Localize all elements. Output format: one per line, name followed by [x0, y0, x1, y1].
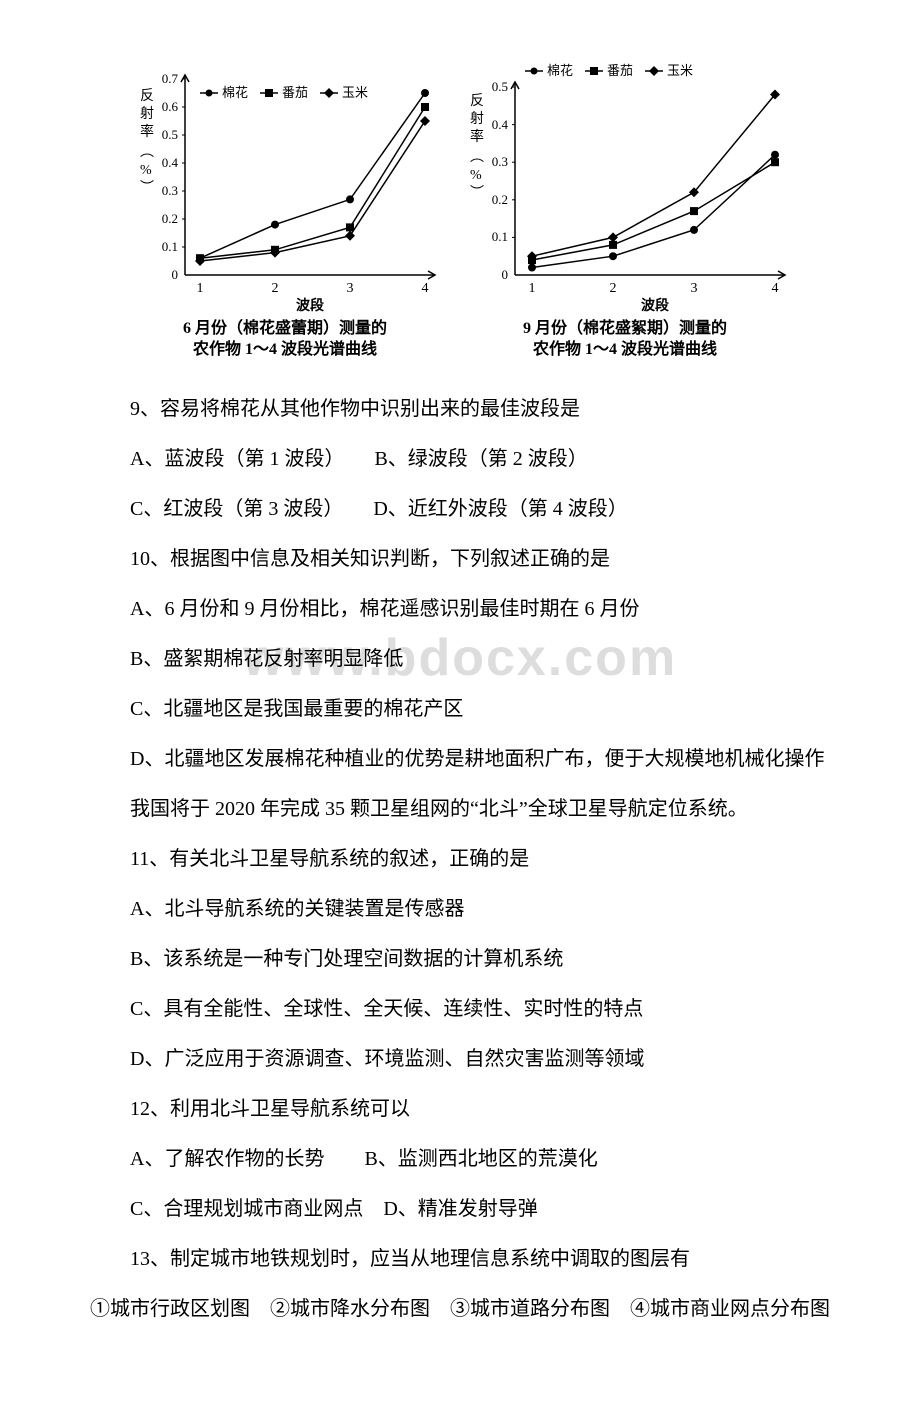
- chart-sept-svg: 棉花 番茄 玉米 0 0.1: [460, 60, 790, 315]
- chart-sept: 棉花 番茄 玉米 0 0.1: [460, 60, 790, 361]
- svg-text:棉花: 棉花: [547, 63, 573, 78]
- svg-text:4: 4: [422, 281, 429, 296]
- svg-text:0.3: 0.3: [162, 183, 178, 198]
- chart-june-cap1: 6 月份（棉花盛蕾期）测量的: [183, 320, 387, 337]
- intro-11: 我国将于 2020 年完成 35 颗卫星组网的“北斗”全球卫星导航定位系统。: [90, 791, 830, 827]
- svg-text:射: 射: [140, 106, 154, 122]
- q11-optC: C、具有全能性、全球性、全天候、连续性、实时性的特点: [90, 991, 830, 1027]
- svg-text:3: 3: [691, 281, 698, 296]
- chart-june-svg: 0 0.1 0.2 0.3 0.4 0.5 0.6 0.7: [130, 60, 440, 315]
- svg-text:2: 2: [610, 281, 617, 296]
- q9-options-cd: C、红波段（第 3 波段） D、近红外波段（第 4 波段）: [90, 491, 830, 527]
- svg-text:3: 3: [347, 281, 354, 296]
- svg-text:0.4: 0.4: [162, 155, 179, 170]
- q9-optC: C、红波段（第 3 波段）: [130, 498, 333, 520]
- q11-optB: B、该系统是一种专门处理空间数据的计算机系统: [90, 941, 830, 977]
- q12-optA: A、了解农作物的长势: [130, 1148, 324, 1170]
- svg-text:番茄: 番茄: [282, 85, 308, 100]
- svg-text:1: 1: [529, 281, 536, 296]
- q13-opts: ①城市行政区划图 ②城市降水分布图 ③城市道路分布图 ④城市商业网点分布图: [90, 1291, 830, 1327]
- svg-text:波段: 波段: [641, 297, 669, 314]
- svg-text:0.5: 0.5: [492, 79, 508, 94]
- svg-text:棉花: 棉花: [222, 85, 248, 100]
- svg-text:玉米: 玉米: [342, 85, 368, 100]
- q12-optD: D、精准发射导弹: [383, 1198, 537, 1220]
- q10-optA: A、6 月份和 9 月份相比，棉花遥感识别最佳时期在 6 月份: [90, 591, 830, 627]
- q9-optB: B、绿波段（第 2 波段）: [374, 448, 587, 470]
- svg-text:︶: ︶: [470, 185, 484, 201]
- chart-sept-cap2: 农作物 1～4 波段光谱曲线: [533, 341, 717, 358]
- svg-text:射: 射: [470, 111, 484, 127]
- svg-text:玉米: 玉米: [667, 63, 693, 78]
- svg-text:1: 1: [197, 281, 204, 296]
- q12-options-ab: A、了解农作物的长势 B、监测西北地区的荒漠化: [90, 1141, 830, 1177]
- svg-text:%: %: [470, 168, 482, 183]
- q11-optD: D、广泛应用于资源调查、环境监测、自然灾害监测等领域: [90, 1041, 830, 1077]
- svg-text:︶: ︶: [140, 180, 154, 196]
- svg-text:0: 0: [502, 267, 509, 282]
- q9-optD: D、近红外波段（第 4 波段）: [373, 498, 627, 520]
- q10-optB: B、盛絮期棉花反射率明显降低: [90, 641, 830, 677]
- q12-optC: C、合理规划城市商业网点: [130, 1198, 363, 1220]
- q10-optC: C、北疆地区是我国最重要的棉花产区: [90, 691, 830, 727]
- svg-text:0.2: 0.2: [162, 211, 178, 226]
- svg-text:︵: ︵: [470, 150, 484, 165]
- chart-june-caption: 6 月份（棉花盛蕾期）测量的 农作物 1～4 波段光谱曲线: [183, 319, 387, 361]
- q11-stem: 11、有关北斗卫星导航系统的叙述，正确的是: [90, 841, 830, 877]
- svg-text:︵: ︵: [140, 145, 154, 160]
- q12-options-cd: C、合理规划城市商业网点 D、精准发射导弹: [90, 1191, 830, 1227]
- chart-sept-caption: 9 月份（棉花盛絮期）测量的 农作物 1～4 波段光谱曲线: [523, 319, 727, 361]
- svg-text:%: %: [140, 163, 152, 178]
- q11-optA: A、北斗导航系统的关键装置是传感器: [90, 891, 830, 927]
- svg-text:2: 2: [272, 281, 279, 296]
- svg-text:波段: 波段: [296, 297, 324, 314]
- svg-text:0.5: 0.5: [162, 127, 178, 142]
- chart-sept-cap1: 9 月份（棉花盛絮期）测量的: [523, 320, 727, 337]
- q13-stem: 13、制定城市地铁规划时，应当从地理信息系统中调取的图层有: [90, 1241, 830, 1277]
- svg-text:率: 率: [140, 123, 154, 140]
- q9-options-ab: A、蓝波段（第 1 波段） B、绿波段（第 2 波段）: [90, 441, 830, 477]
- svg-text:0.6: 0.6: [162, 99, 179, 114]
- svg-text:0: 0: [172, 267, 179, 282]
- q12-optB: B、监测西北地区的荒漠化: [364, 1148, 597, 1170]
- svg-text:反: 反: [140, 88, 154, 104]
- chart-june-cap2: 农作物 1～4 波段光谱曲线: [193, 341, 377, 358]
- svg-text:4: 4: [772, 281, 779, 296]
- svg-text:0.1: 0.1: [492, 229, 508, 244]
- svg-text:0.7: 0.7: [162, 71, 179, 86]
- charts-container: 0 0.1 0.2 0.3 0.4 0.5 0.6 0.7: [90, 60, 830, 361]
- q12-stem: 12、利用北斗卫星导航系统可以: [90, 1091, 830, 1127]
- svg-text:0.2: 0.2: [492, 192, 508, 207]
- svg-text:率: 率: [470, 128, 484, 145]
- svg-text:反: 反: [470, 93, 484, 109]
- q9-stem: 9、容易将棉花从其他作物中识别出来的最佳波段是: [90, 391, 830, 427]
- svg-text:0.3: 0.3: [492, 154, 508, 169]
- svg-text:番茄: 番茄: [607, 63, 633, 78]
- svg-text:0.1: 0.1: [162, 239, 178, 254]
- chart-june: 0 0.1 0.2 0.3 0.4 0.5 0.6 0.7: [130, 60, 440, 361]
- svg-text:0.4: 0.4: [492, 117, 509, 132]
- q10-stem: 10、根据图中信息及相关知识判断，下列叙述正确的是: [90, 541, 830, 577]
- q10-optD: D、北疆地区发展棉花种植业的优势是耕地面积广布，便于大规模地机械化操作: [90, 741, 830, 777]
- q9-optA: A、蓝波段（第 1 波段）: [130, 448, 334, 470]
